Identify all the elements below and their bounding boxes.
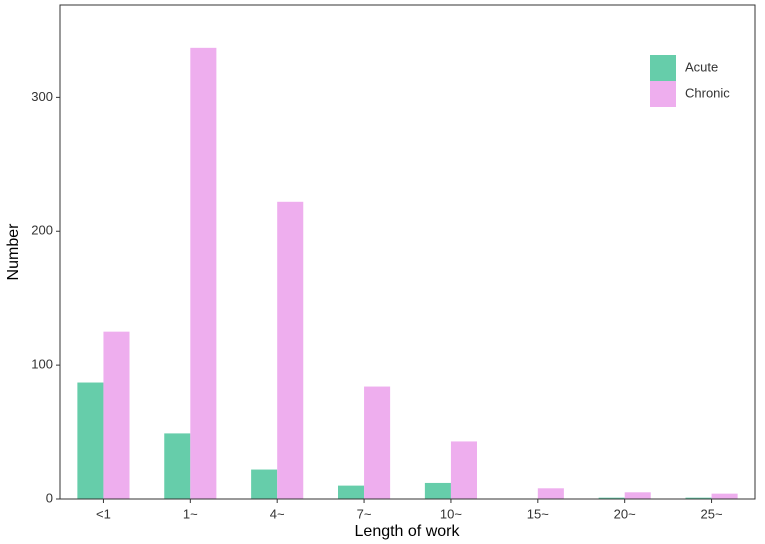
bar — [711, 493, 738, 499]
x-tick-label: 25~ — [701, 506, 723, 521]
bar — [450, 441, 477, 499]
legend-key — [650, 81, 676, 107]
y-axis-title: Number — [5, 223, 22, 281]
bar — [77, 382, 104, 499]
bar — [103, 331, 130, 499]
bar — [598, 497, 625, 499]
legend-label: Acute — [685, 59, 718, 74]
legend-key — [650, 55, 676, 81]
y-tick-label: 200 — [31, 223, 53, 238]
x-tick-label: 20~ — [614, 506, 636, 521]
bar — [537, 488, 564, 499]
x-tick-label: 10~ — [440, 506, 462, 521]
x-axis-title: Length of work — [355, 523, 461, 540]
x-tick-label: 7~ — [357, 506, 372, 521]
bar — [251, 469, 278, 499]
y-tick-label: 300 — [31, 89, 53, 104]
x-tick-label: 1~ — [183, 506, 198, 521]
y-tick-label: 0 — [46, 490, 53, 505]
bar — [685, 497, 712, 499]
bar — [338, 485, 365, 499]
x-tick-label: 4~ — [270, 506, 285, 521]
legend-label: Chronic — [685, 85, 730, 100]
bar — [190, 47, 217, 499]
x-tick-label: <1 — [96, 506, 111, 521]
bar — [277, 201, 304, 499]
bar — [364, 386, 391, 499]
plot-border — [59, 4, 756, 500]
bar — [624, 492, 651, 499]
y-tick-label: 100 — [31, 357, 53, 372]
bar — [424, 482, 451, 499]
x-tick-label: 15~ — [527, 506, 549, 521]
bar — [164, 433, 191, 499]
